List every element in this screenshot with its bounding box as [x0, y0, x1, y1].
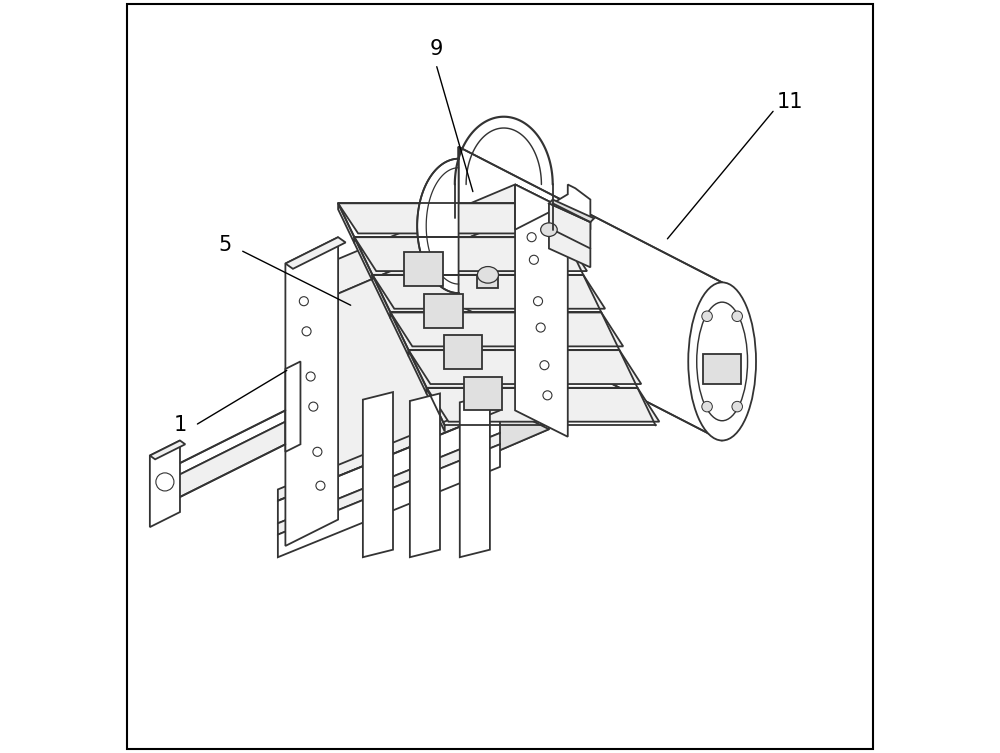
Polygon shape — [417, 147, 459, 305]
Polygon shape — [515, 184, 568, 437]
Polygon shape — [338, 203, 354, 243]
Circle shape — [540, 361, 549, 370]
Circle shape — [732, 401, 742, 412]
Polygon shape — [515, 184, 575, 216]
Text: 11: 11 — [777, 92, 803, 111]
Polygon shape — [300, 275, 338, 520]
Polygon shape — [338, 203, 569, 233]
Polygon shape — [372, 275, 605, 309]
Polygon shape — [165, 422, 285, 505]
Polygon shape — [410, 393, 440, 557]
Ellipse shape — [541, 223, 557, 236]
Text: 1: 1 — [173, 416, 187, 435]
Polygon shape — [459, 147, 722, 441]
Circle shape — [702, 401, 712, 412]
Polygon shape — [424, 294, 463, 328]
Polygon shape — [515, 184, 590, 230]
Circle shape — [702, 311, 712, 322]
Polygon shape — [278, 444, 500, 557]
Polygon shape — [285, 237, 346, 269]
Polygon shape — [354, 237, 587, 271]
Polygon shape — [165, 410, 285, 482]
Circle shape — [299, 297, 308, 306]
Circle shape — [543, 391, 552, 400]
Polygon shape — [427, 388, 659, 422]
Polygon shape — [363, 392, 393, 557]
Polygon shape — [444, 335, 482, 369]
Circle shape — [316, 481, 325, 490]
Polygon shape — [549, 203, 590, 267]
Polygon shape — [427, 388, 445, 431]
Circle shape — [302, 327, 311, 336]
Ellipse shape — [688, 282, 756, 441]
Ellipse shape — [477, 267, 498, 283]
Polygon shape — [409, 350, 427, 394]
Polygon shape — [278, 433, 500, 535]
Polygon shape — [391, 312, 409, 356]
Circle shape — [309, 402, 318, 411]
Polygon shape — [409, 350, 641, 384]
Polygon shape — [549, 200, 594, 222]
Polygon shape — [372, 275, 391, 319]
Polygon shape — [300, 410, 549, 520]
Circle shape — [313, 447, 322, 456]
Text: 9: 9 — [429, 39, 443, 59]
Circle shape — [306, 372, 315, 381]
Circle shape — [156, 473, 174, 491]
Polygon shape — [460, 395, 490, 557]
Circle shape — [536, 323, 545, 332]
Polygon shape — [285, 361, 300, 452]
Polygon shape — [391, 312, 623, 346]
Polygon shape — [300, 184, 549, 294]
Circle shape — [732, 311, 742, 322]
Circle shape — [527, 233, 536, 242]
Polygon shape — [477, 275, 498, 288]
Polygon shape — [354, 237, 372, 281]
Polygon shape — [278, 399, 500, 501]
Polygon shape — [278, 410, 500, 523]
Circle shape — [534, 297, 543, 306]
Polygon shape — [150, 441, 180, 527]
Polygon shape — [404, 252, 443, 286]
Circle shape — [529, 255, 538, 264]
Text: 5: 5 — [219, 235, 232, 255]
Polygon shape — [464, 376, 502, 410]
Polygon shape — [338, 203, 549, 520]
Polygon shape — [285, 237, 338, 546]
Polygon shape — [703, 354, 741, 384]
Polygon shape — [150, 441, 185, 459]
